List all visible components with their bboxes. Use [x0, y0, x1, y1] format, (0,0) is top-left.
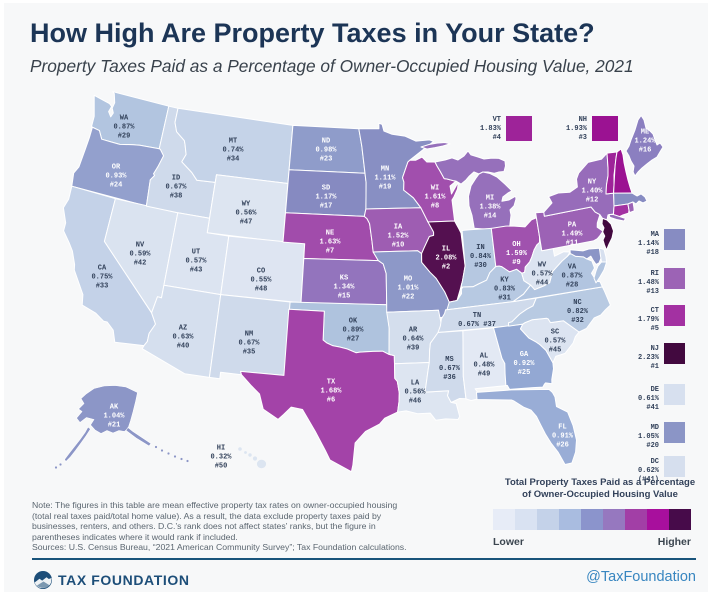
svg-text:TX1.68%#6: TX 1.68% #6	[320, 379, 342, 405]
svg-text:ME1.24%#16: ME 1.24% #16	[634, 129, 656, 155]
svg-text:FL0.91%#26: FL 0.91% #26	[552, 424, 574, 450]
svg-text:MA1.14%#18: MA 1.14% #18	[638, 231, 660, 257]
svg-text:NJ2.23%#1: NJ 2.23% #1	[638, 345, 660, 371]
svg-text:OR0.93%#24: OR 0.93% #24	[105, 164, 127, 190]
svg-text:HI0.32%#50: HI 0.32% #50	[210, 445, 232, 471]
svg-text:IL2.08%#2: IL 2.08% #2	[435, 246, 457, 272]
svg-text:AZ0.63%#40: AZ 0.63% #40	[172, 325, 194, 351]
svg-text:MS0.67%#36: MS 0.67% #36	[439, 356, 461, 382]
svg-text:IA1.52%#10: IA 1.52% #10	[387, 224, 409, 250]
svg-text:VA0.87%#28: VA 0.87% #28	[561, 264, 583, 290]
svg-text:IN0.84%#30: IN 0.84% #30	[470, 244, 492, 270]
svg-text:DE0.61%#41: DE 0.61% #41	[638, 386, 660, 412]
svg-text:SC0.57%#45: SC 0.57% #45	[544, 329, 566, 355]
svg-text:ID0.67%#38: ID 0.67% #38	[165, 175, 187, 201]
svg-text:DC0.62%(#41): DC 0.62% (#41)	[638, 458, 660, 484]
svg-text:CO0.55%#48: CO 0.55% #48	[250, 268, 272, 294]
svg-text:LA0.56%#46: LA 0.56% #46	[404, 380, 426, 406]
svg-text:MN1.11%#19: MN 1.11% #19	[374, 166, 396, 192]
svg-text:OK0.89%#27: OK 0.89% #27	[342, 318, 364, 344]
svg-text:NE1.63%#7: NE 1.63% #7	[319, 230, 341, 256]
svg-text:KY0.83%#31: KY 0.83% #31	[494, 277, 516, 303]
svg-text:SD1.17%#17: SD 1.17% #17	[315, 185, 337, 211]
svg-text:MI1.38%#14: MI 1.38% #14	[479, 195, 501, 221]
svg-text:KS1.34%#15: KS 1.34% #15	[333, 275, 355, 301]
svg-text:NV0.59%#42: NV 0.59% #42	[129, 242, 151, 268]
svg-text:OH1.59%#9: OH 1.59% #9	[506, 241, 528, 267]
svg-text:WI1.61%#8: WI 1.61% #8	[424, 185, 446, 211]
svg-text:CA0.75%#33: CA 0.75% #33	[91, 265, 113, 291]
svg-text:WY0.56%#47: WY 0.56% #47	[235, 201, 257, 227]
svg-text:RI1.48%#13: RI 1.48% #13	[638, 270, 660, 296]
svg-text:VT1.83%#4: VT 1.83% #4	[480, 116, 502, 142]
svg-text:NM0.67%#35: NM 0.67% #35	[238, 331, 260, 357]
svg-text:CT1.79%#5: CT 1.79% #5	[638, 307, 660, 333]
svg-text:NC0.82%#32: NC 0.82% #32	[567, 299, 589, 325]
svg-text:GA0.92%#25: GA 0.92% #25	[513, 351, 535, 377]
svg-text:AL0.48%#49: AL 0.48% #49	[473, 353, 495, 379]
svg-text:WA0.87%#29: WA 0.87% #29	[113, 115, 135, 141]
svg-text:NY1.40%#12: NY 1.40% #12	[581, 179, 603, 205]
svg-text:TN0.67% #37: TN 0.67% #37	[458, 312, 496, 329]
svg-text:NH1.93%#3: NH 1.93% #3	[566, 116, 588, 142]
svg-text:AK1.04%#21: AK 1.04% #21	[103, 404, 125, 430]
svg-text:MD1.05%#20: MD 1.05% #20	[638, 424, 660, 450]
svg-text:TAX FOUNDATION: TAX FOUNDATION	[58, 572, 190, 588]
svg-text:PA1.49%#11: PA 1.49% #11	[561, 222, 583, 248]
svg-text:WV0.57%#44: WV 0.57% #44	[531, 262, 553, 288]
svg-text:AR0.64%#39: AR 0.64% #39	[402, 327, 424, 353]
svg-text:MT0.74%#34: MT 0.74% #34	[222, 138, 244, 164]
svg-text:MO1.01%#22: MO 1.01% #22	[397, 276, 419, 302]
svg-text:ND0.98%#23: ND 0.98% #23	[315, 138, 337, 164]
svg-text:UT0.57%#43: UT 0.57% #43	[185, 249, 207, 275]
